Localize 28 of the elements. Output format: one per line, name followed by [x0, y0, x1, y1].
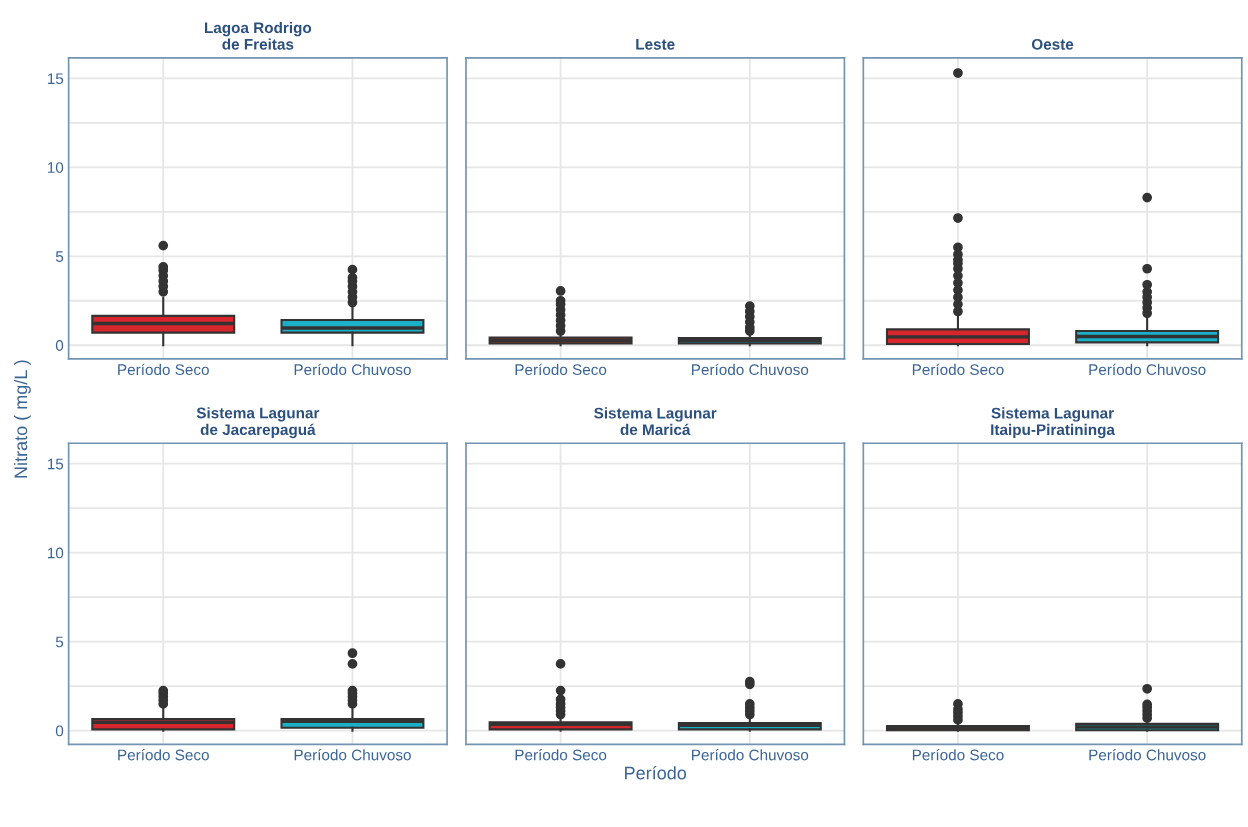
x-tick-label: Período Seco [515, 363, 607, 376]
chart-title: Sistema Lagunar de Jacarepaguá [196, 407, 320, 439]
y-tick-label: 0 [55, 725, 64, 737]
x-tick-label: Período Seco [118, 363, 209, 376]
x-tick-label: Período Chuvoso [1089, 748, 1206, 761]
x-axis-title: Período [625, 765, 687, 780]
y-axis-title: Nitrato ( mg/L ) [13, 360, 31, 478]
y-tick-label: 15 [47, 458, 64, 470]
y-tick-label: 5 [55, 636, 64, 648]
x-tick-label: Período Seco [912, 748, 1004, 761]
y-tick-label: 10 [47, 547, 64, 559]
x-tick-label: Período Chuvoso [692, 748, 809, 761]
chart-title: Sistema Lagunar Itaipu-Piratininga [991, 407, 1116, 439]
chart-title: Lagoa Rodrigo de Freitas [204, 21, 312, 50]
x-tick-label: Período Chuvoso [294, 363, 411, 376]
x-tick-label: Período Seco [118, 748, 209, 761]
chart-title: Oeste [1031, 38, 1074, 50]
x-tick-label: Período Chuvoso [692, 363, 809, 376]
y-tick-label: 10 [47, 162, 64, 173]
x-tick-label: Período Seco [515, 748, 607, 761]
chart-title: Leste [636, 39, 675, 50]
y-tick-label: 0 [55, 340, 64, 351]
y-tick-label: 5 [55, 251, 64, 262]
y-tick-label: 15 [47, 73, 64, 85]
x-tick-label: Período Chuvoso [294, 748, 411, 761]
chart-title: Sistema Lagunar de Maricá [594, 407, 717, 436]
x-tick-label: Período Chuvoso [1089, 363, 1206, 376]
x-tick-label: Período Seco [912, 363, 1004, 376]
